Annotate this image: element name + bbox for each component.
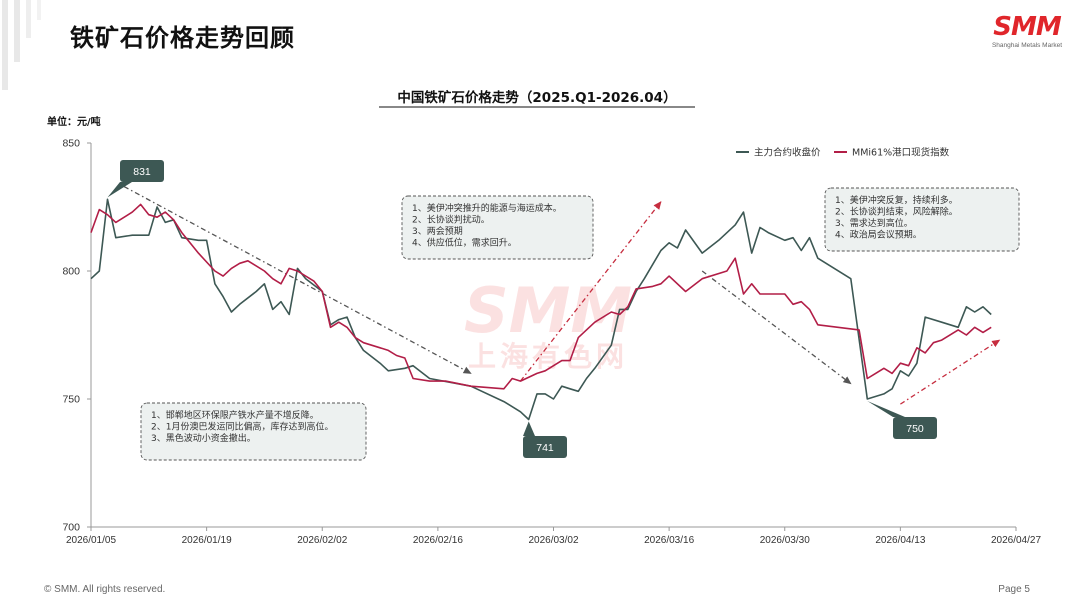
- legend-label: 主力合约收盘价: [754, 147, 821, 159]
- annotation-line: 1、美伊冲突反复，持续利多。: [835, 194, 958, 206]
- y-tick-label: 800: [62, 266, 80, 278]
- unit-label: 单位：元/吨: [47, 115, 101, 128]
- x-tick-label: 2026/02/02: [297, 535, 347, 546]
- axes: 700 750 800 850 2026/01/05 2026/01/19 2026/02/…: [62, 138, 1041, 547]
- x-tick-label: 2026/03/02: [528, 535, 578, 546]
- x-tick-label: 2026/01/05: [66, 535, 116, 546]
- legend-entry: MMi61%港口现货指数: [834, 147, 950, 159]
- watermark-mark: SMM: [464, 274, 632, 347]
- page-title: 铁矿石价格走势回顾: [70, 24, 295, 52]
- trend-arrows: [123, 185, 1001, 405]
- chart-title: 中国铁矿石价格走势（2025.Q1-2026.04）: [397, 89, 676, 106]
- annotation-line: 1、邯郸地区环保限产铁水产量不增反降。: [151, 409, 319, 421]
- corner-stripes: [2, 0, 41, 90]
- series-lines: [90, 198, 992, 421]
- callout-badge: [893, 417, 937, 439]
- annotation-line: 3、黑色波动小资金撤出。: [151, 432, 256, 444]
- callout-pointer: [523, 421, 535, 436]
- x-tick-label: 2026/03/30: [760, 535, 810, 546]
- callout-741: 741: [523, 421, 567, 458]
- x-tick-label: 2026/01/19: [182, 535, 232, 546]
- annotation-line: 2、长协谈判结束，风险解除。: [835, 206, 958, 218]
- y-tick-label: 700: [62, 522, 80, 534]
- series-line-mmi-index: [90, 203, 992, 390]
- callout-label: 741: [536, 442, 554, 454]
- page-number: Page 5: [998, 584, 1030, 595]
- callout-pointer: [867, 401, 905, 417]
- annotation-feb-drivers: 1、美伊冲突推升的能源与海运成本。2、长协谈判扰动。3、两会预期4、供应低位，需…: [401, 195, 594, 260]
- uptrend-arrow: [900, 339, 1001, 405]
- annotation-line: 2、长协谈判扰动。: [412, 214, 490, 226]
- annotation-box: [824, 187, 1020, 252]
- annotation-box: [401, 195, 594, 260]
- annotation-line: 3、两会预期: [412, 225, 463, 237]
- annotation-line: 1、美伊冲突推升的能源与海运成本。: [412, 202, 562, 214]
- x-tick-label: 2026/04/27: [991, 535, 1041, 546]
- annotation-line: 3、需求达到高位。: [835, 217, 913, 229]
- callout-badge: [120, 160, 164, 182]
- callout-label: 831: [133, 166, 151, 178]
- price-callouts: 831 741 750: [107, 160, 937, 458]
- x-tick-label: 2026/03/16: [644, 535, 694, 546]
- legend-label: MMi61%港口现货指数: [852, 147, 950, 159]
- legend-entry: 主力合约收盘价: [736, 147, 821, 159]
- y-tick-label: 850: [62, 138, 80, 150]
- callout-label: 750: [906, 423, 924, 435]
- callout-pointer: [107, 182, 132, 198]
- annotation-line: 4、政治局会议预期。: [835, 229, 922, 241]
- x-tick-label: 2026/04/13: [875, 535, 925, 546]
- series-line-main-contract: [90, 198, 992, 421]
- annotation-q1-drivers: 1、邯郸地区环保限产铁水产量不增反降。2、1月份澳巴发运同比偏高，库存达到高位。…: [140, 402, 367, 461]
- uptrend-arrow: [519, 201, 662, 382]
- logo-subtitle: Shanghai Metals Market: [991, 42, 1063, 49]
- annotation-box: [140, 402, 367, 461]
- annotation-boxes: 1、邯郸地区环保限产铁水产量不增反降。2、1月份澳巴发运同比偏高，库存达到高位。…: [140, 187, 1020, 461]
- downtrend-arrow: [701, 270, 852, 385]
- watermark-cn: 上海有色网: [468, 340, 628, 373]
- callout-750: 750: [867, 401, 937, 439]
- annotation-line: 2、1月份澳巴发运同比偏高，库存达到高位。: [151, 421, 333, 433]
- legend: 主力合约收盘价 MMi61%港口现货指数: [736, 147, 950, 159]
- smm-logo: SMM Shanghai Metals Market: [988, 14, 1066, 49]
- y-tick-label: 750: [62, 394, 80, 406]
- watermark: SMM 上海有色网: [464, 274, 632, 373]
- copyright: © SMM. All rights reserved.: [44, 584, 166, 595]
- annotation-apr-drivers: 1、美伊冲突反复，持续利多。2、长协谈判结束，风险解除。3、需求达到高位。4、政…: [824, 187, 1020, 252]
- logo-mark: SMM: [993, 12, 1061, 42]
- downtrend-arrow: [123, 185, 472, 374]
- x-tick-label: 2026/02/16: [413, 535, 463, 546]
- annotation-line: 4、供应低位，需求回升。: [412, 237, 517, 249]
- callout-badge: [523, 436, 567, 458]
- callout-831: 831: [107, 160, 164, 198]
